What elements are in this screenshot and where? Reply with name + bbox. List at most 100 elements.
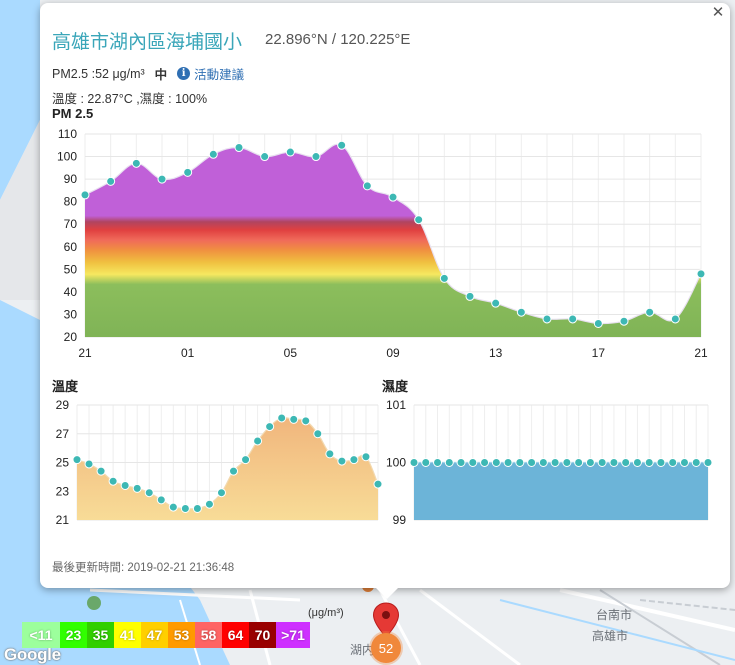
- y-tick-label: 20: [64, 330, 78, 344]
- x-tick-label: 01: [181, 346, 195, 360]
- pm25-line: PM2.5 :52 μg/m³ 中 i 活動建議: [52, 64, 244, 83]
- data-point: [696, 269, 706, 279]
- info-icon[interactable]: i: [177, 67, 191, 80]
- data-point: [480, 458, 490, 467]
- google-logo: Google: [4, 645, 61, 664]
- y-tick-label: 25: [56, 456, 70, 470]
- station-coords: 22.896°N / 120.225°E: [265, 31, 411, 48]
- data-point: [216, 488, 226, 498]
- legend-unit: (μg/m³): [308, 607, 344, 619]
- data-point: [468, 458, 478, 467]
- data-point: [645, 307, 655, 317]
- data-point: [542, 314, 552, 324]
- series-area: [77, 417, 378, 520]
- legend-cell: >71: [276, 622, 310, 648]
- data-point: [503, 458, 513, 467]
- data-point: [609, 458, 619, 467]
- y-tick-label: 70: [64, 217, 78, 231]
- legend-cell: 35: [87, 622, 114, 648]
- data-point: [84, 459, 94, 469]
- data-point: [120, 481, 130, 490]
- x-tick-label: 17: [592, 346, 606, 360]
- data-point: [311, 152, 321, 162]
- data-point: [260, 152, 270, 162]
- y-tick-label: 21: [56, 513, 70, 527]
- x-tick-label: 21: [694, 346, 708, 360]
- data-point: [362, 181, 372, 191]
- data-point: [516, 307, 526, 317]
- data-point: [168, 502, 178, 512]
- y-tick-label: 30: [64, 307, 78, 321]
- y-tick-label: 29: [56, 398, 70, 412]
- data-point: [349, 455, 359, 465]
- data-point: [621, 458, 631, 467]
- data-point: [96, 466, 106, 476]
- series-area: [85, 144, 701, 337]
- data-point: [414, 215, 424, 225]
- pm25-level: 中: [154, 68, 168, 82]
- legend-cell: 53: [168, 622, 195, 648]
- data-point: [670, 314, 680, 324]
- close-icon[interactable]: ✕: [711, 4, 725, 21]
- y-tick-label: 23: [56, 484, 70, 498]
- data-point: [204, 499, 214, 509]
- data-point: [515, 458, 525, 467]
- legend-cell: 64: [222, 622, 249, 648]
- y-tick-label: 80: [64, 195, 78, 209]
- y-tick-label: 60: [64, 240, 78, 254]
- activity-advice-link[interactable]: 活動建議: [194, 68, 245, 82]
- pm25-chart: 20 30 40 50 60 70 80 90 100 110 21 01 05 09 13 17 21: [57, 127, 708, 360]
- data-point: [265, 422, 275, 432]
- y-tick-label: 101: [386, 398, 406, 412]
- data-point: [439, 273, 449, 283]
- data-point: [289, 414, 299, 424]
- data-point: [106, 176, 116, 186]
- data-point: [644, 458, 654, 467]
- popup-tail: [375, 587, 399, 599]
- data-point: [208, 149, 218, 159]
- data-point: [132, 483, 142, 493]
- y-tick-label: 99: [393, 513, 407, 527]
- station-name: 高雄市湖內區海埔國小: [52, 32, 243, 53]
- data-point: [277, 413, 287, 423]
- data-point: [465, 291, 475, 301]
- pm25-value: PM2.5 :52 μg/m³: [52, 66, 145, 81]
- data-point: [433, 458, 443, 467]
- data-point: [656, 458, 666, 467]
- data-point: [597, 458, 607, 467]
- legend-cell: 41: [114, 622, 141, 648]
- y-tick-label: 50: [64, 262, 78, 276]
- map-label-hunei: 湖内: [350, 643, 375, 657]
- data-point: [241, 455, 251, 465]
- data-point: [229, 466, 239, 476]
- data-point: [421, 458, 431, 467]
- data-point: [456, 458, 466, 467]
- data-point: [192, 504, 202, 513]
- x-tick-label: 05: [284, 346, 298, 360]
- data-point: [337, 140, 347, 150]
- data-point: [593, 318, 603, 328]
- data-point: [131, 158, 141, 168]
- station-marker[interactable]: 52: [371, 633, 401, 663]
- legend-cell: 58: [195, 622, 222, 648]
- data-point: [144, 488, 154, 498]
- data-point: [373, 479, 383, 489]
- data-point: [562, 458, 572, 467]
- temperature-chart-title: 溫度: [52, 379, 79, 394]
- data-point: [679, 458, 689, 467]
- data-point: [108, 476, 118, 486]
- data-point: [568, 314, 578, 324]
- data-point: [491, 458, 501, 467]
- data-point: [253, 436, 263, 446]
- data-point: [285, 147, 295, 157]
- humidity-chart-title: 濕度: [382, 379, 409, 394]
- data-point: [538, 458, 548, 467]
- y-tick-label: 27: [56, 427, 70, 441]
- y-tick-label: 90: [64, 172, 78, 186]
- x-tick-label: 09: [386, 346, 400, 360]
- data-point: [325, 449, 335, 459]
- series-area: [414, 462, 708, 520]
- pm25-chart-title: PM 2.5: [52, 106, 94, 121]
- data-point: [409, 458, 419, 467]
- legend-cell: 70: [249, 622, 276, 648]
